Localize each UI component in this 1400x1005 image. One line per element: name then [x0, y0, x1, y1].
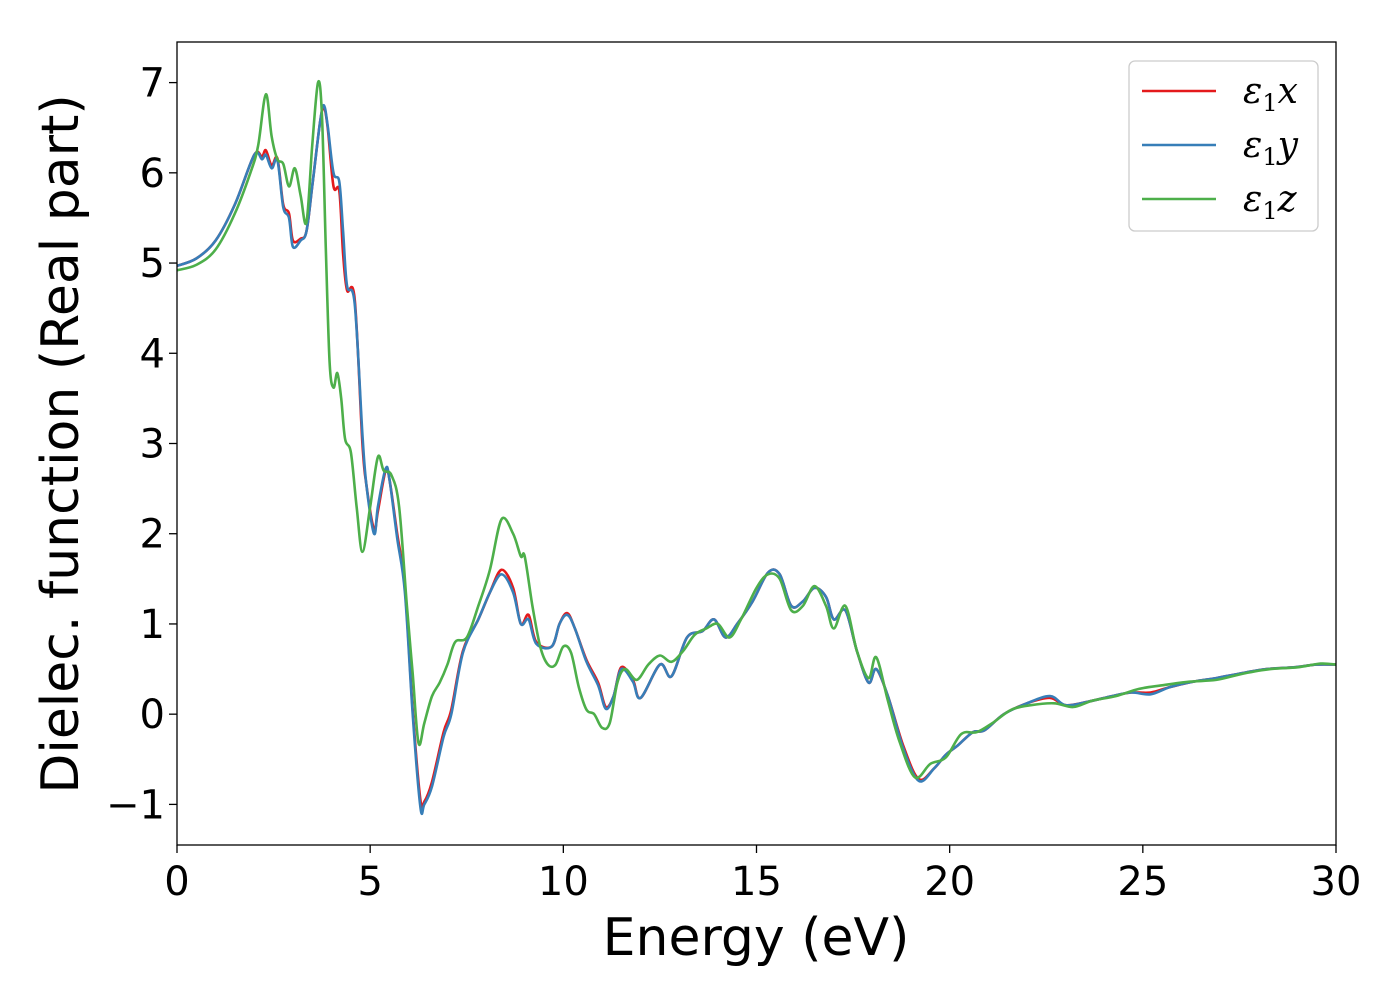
y-axis-label: Dielec. function (Real part) — [31, 94, 91, 793]
y-tick-label: −1 — [106, 782, 165, 828]
y-tick-label: 0 — [140, 692, 165, 738]
series-line-z — [177, 80, 1336, 780]
y-tick-label: 3 — [140, 422, 165, 468]
legend-label-y: ε1y — [1243, 125, 1299, 171]
x-axis-label: Energy (eV) — [603, 908, 910, 968]
x-tick-label: 0 — [164, 859, 189, 905]
y-tick-label: 2 — [140, 512, 165, 558]
legend-label-x: ε1x — [1243, 71, 1298, 117]
legend-label-z: ε1z — [1243, 179, 1298, 225]
x-tick-label: 30 — [1311, 859, 1362, 905]
y-tick-label: 6 — [140, 151, 165, 197]
y-axis-ticks: −1 0 1 2 3 4 5 6 7 — [106, 61, 177, 828]
x-axis-ticks: 0 5 10 15 20 25 30 — [164, 845, 1361, 905]
x-tick-label: 5 — [357, 859, 382, 905]
y-tick-label: 1 — [140, 602, 165, 648]
x-tick-label: 10 — [538, 859, 589, 905]
y-tick-label: 7 — [140, 61, 165, 107]
x-tick-label: 20 — [924, 859, 975, 905]
series-layer — [177, 80, 1336, 816]
legend: ε1x ε1y ε1z — [1128, 60, 1319, 232]
x-tick-label: 15 — [731, 859, 782, 905]
y-tick-label: 5 — [140, 241, 165, 287]
x-tick-label: 25 — [1117, 859, 1168, 905]
y-tick-label: 4 — [140, 331, 165, 377]
legend-box — [1128, 60, 1319, 232]
